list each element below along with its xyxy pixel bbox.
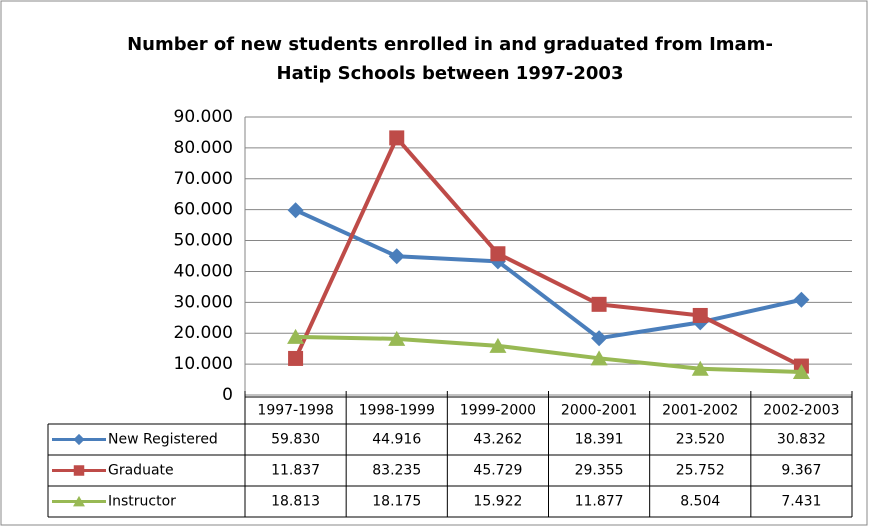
y-tick-label: 10.000 [174,354,233,374]
marker [389,130,405,146]
table-value: 15.922 [473,494,522,510]
legend-marker [73,433,85,446]
x-tick-label: 2002-2003 [763,403,839,419]
x-tick-label: 1997-1998 [257,403,333,419]
marker [287,202,304,219]
y-tick-label: 0 [222,385,233,405]
x-tick-label: 1998-1999 [359,403,435,419]
marker [793,291,810,308]
series-line [293,135,803,368]
table-value: 45.729 [473,463,522,479]
x-tick-label: 1999-2000 [460,403,536,419]
table-value: 43.262 [473,432,522,448]
table-value: 11.837 [271,463,320,479]
table-value: 18.175 [372,494,421,510]
table-value: 23.520 [676,432,725,448]
y-tick-label: 20.000 [174,323,233,343]
table-value: 83.235 [372,463,421,479]
y-tick-label: 60.000 [174,200,233,220]
marker [792,364,810,380]
marker [490,246,506,262]
marker [388,248,405,265]
y-tick-label: 90.000 [174,107,233,127]
y-tick-label: 30.000 [174,292,233,312]
table-value: 8.504 [680,494,720,510]
table-value: 29.355 [575,463,624,479]
marker [489,337,507,353]
series-line [294,208,802,341]
table-value: 44.916 [372,432,421,448]
y-tick-label: 40.000 [174,261,233,281]
chart-title: Number of new students enrolled in and g… [127,34,773,84]
marker [287,328,305,344]
marker [691,360,709,376]
series-line [295,334,802,375]
marker [692,307,708,323]
marker [590,350,608,366]
table-value: 59.830 [271,432,320,448]
marker [388,330,406,346]
legend-marker [73,495,85,507]
legend-label: Graduate [108,463,174,479]
table-value: 9.367 [781,463,821,479]
marker [591,296,607,312]
table-value: 25.752 [676,463,725,479]
marker [591,330,608,347]
table-value: 7.431 [781,494,821,510]
y-tick-label: 80.000 [174,138,233,158]
marker [288,350,304,366]
y-tick-label: 50.000 [174,231,233,251]
table-value: 18.391 [575,432,624,448]
y-tick-label: 70.000 [174,169,233,189]
table-value: 11.877 [575,494,624,510]
table-value: 30.832 [777,432,826,448]
legend-marker [73,465,85,476]
x-tick-label: 2001-2002 [662,403,738,419]
legend-label: New Registered [108,432,218,448]
table-value: 18.813 [271,494,320,510]
legend-label: Instructor [108,494,176,510]
x-tick-label: 2000-2001 [561,403,637,419]
